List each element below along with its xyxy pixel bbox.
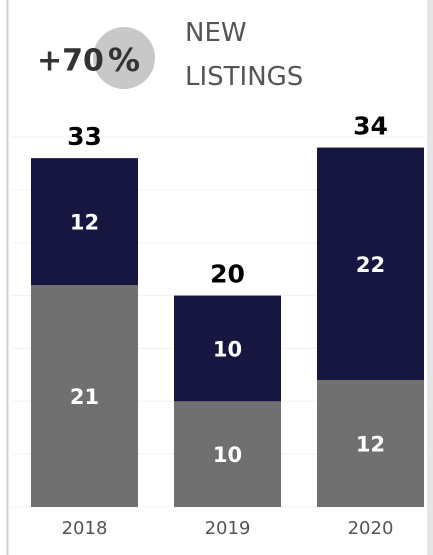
card-shadow xyxy=(427,0,433,555)
bar-segment xyxy=(174,401,281,507)
bar-segment xyxy=(317,380,424,507)
kpi-value: +70 xyxy=(37,44,104,79)
value-label: 10 xyxy=(213,443,242,467)
value-label: 21 xyxy=(70,385,99,409)
x-tick-label: 2020 xyxy=(348,518,394,539)
x-tick-label: 2019 xyxy=(205,518,251,539)
value-label: 10 xyxy=(213,337,242,361)
chart-title: NEW LISTINGS xyxy=(185,18,303,92)
bar-segment xyxy=(317,147,424,381)
bar-segment xyxy=(31,158,138,285)
value-label: 12 xyxy=(70,211,99,235)
total-label: 20 xyxy=(210,260,245,289)
kpi-circle xyxy=(93,27,155,89)
total-label: 33 xyxy=(67,122,102,151)
x-tick-label: 2018 xyxy=(62,518,108,539)
bar-segment xyxy=(174,295,281,402)
value-label: 12 xyxy=(356,433,385,457)
bars xyxy=(31,147,424,507)
labels: 21 12 33 2018 10 10 20 2019 12 22 34 2020 xyxy=(62,112,394,539)
total-label: 34 xyxy=(353,112,388,141)
bar-segment xyxy=(31,285,138,507)
kpi-unit: % xyxy=(108,41,140,79)
value-label: 22 xyxy=(356,253,385,277)
